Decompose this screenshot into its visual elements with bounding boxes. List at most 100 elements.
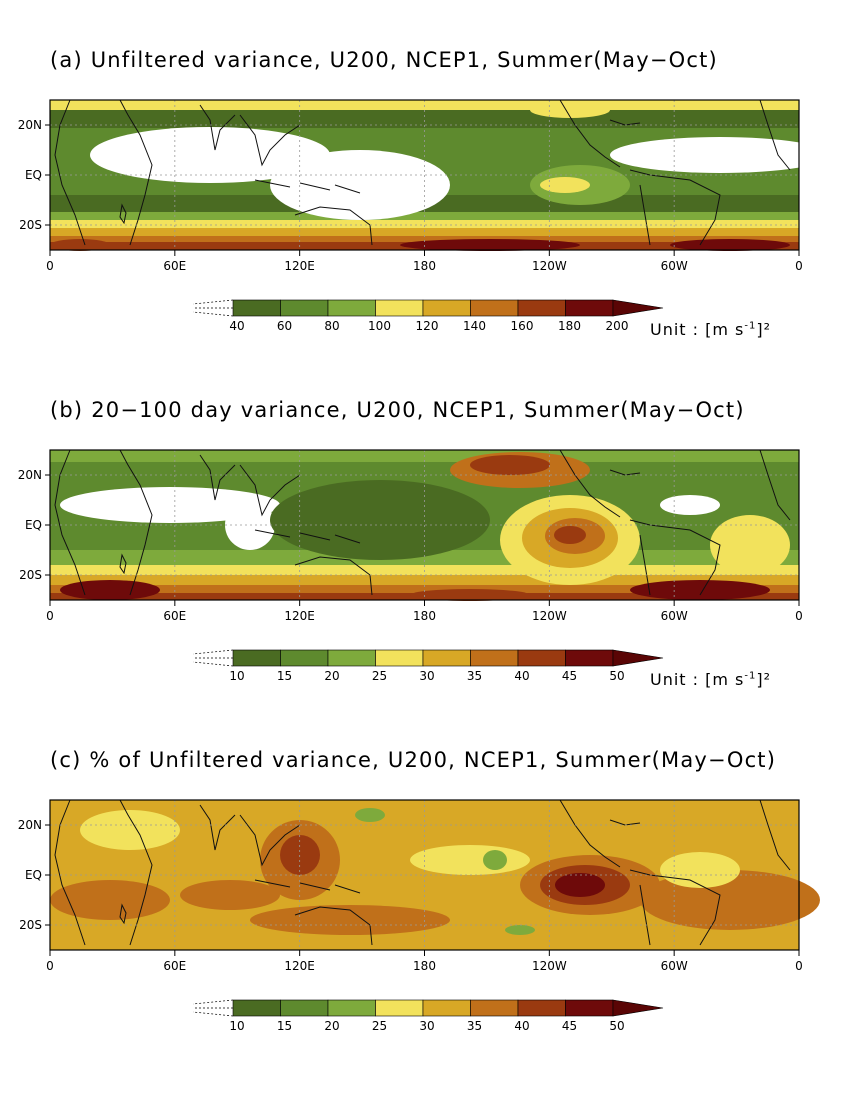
colorbar-label: 10 [229,1019,244,1033]
contour-blob [630,580,770,600]
panel-b-unit: Unit : [m s-1]² [650,670,772,689]
colorbar-swatch [232,299,281,317]
colorbar-swatch [517,299,566,317]
contour-blob [530,102,610,118]
x-tick-label: 120E [284,609,315,623]
grid-lines [50,450,799,600]
colorbar-label: 20 [324,1019,339,1033]
colorbar-arrow [612,999,664,1017]
contour-blob [670,239,790,251]
contour-blob [505,925,535,935]
colorbar-label: 180 [558,319,581,333]
coastlines [54,99,791,246]
colorbar-arrow [612,299,664,317]
contour-band [50,220,799,228]
contour-blob [50,880,170,920]
colorbar-swatch [375,999,424,1017]
contour-blob [555,873,605,897]
colorbar-dotted-end [192,999,234,1017]
colorbar-arrow [612,649,664,667]
y-tick-label: 20N [18,118,42,132]
x-tick-label: 60E [163,259,186,273]
panel-c-map: 0 60E 120E 180 120W 60W 0 20N EQ 20S 10 15 20 25 30 35 4… [18,799,820,1033]
x-tick-label: 60W [661,959,688,973]
colorbar-label: 120 [416,319,439,333]
colorbar-dotted-end [192,299,234,317]
x-tick-label: 180 [413,609,436,623]
panel-a-title: (a) Unfiltered variance, U200, NCEP1, Su… [50,48,718,72]
panel-a-unit: Unit : [m s-1]² [650,320,772,339]
colorbar-label: 10 [229,669,244,683]
panel-b-title: (b) 20−100 day variance, U200, NCEP1, Su… [50,398,745,422]
contour-blob [90,127,330,183]
x-tick-label: 60E [163,609,186,623]
colorbar-swatch [232,999,281,1017]
x-tick-label: 0 [795,959,803,973]
contour-band [50,585,799,593]
contour-blob [470,455,550,475]
x-tick-label: 120W [532,959,567,973]
colorbar-swatch [565,999,614,1017]
colorbar-label: 15 [277,669,292,683]
colorbar-label: 160 [511,319,534,333]
y-tick-label: 20S [19,218,42,232]
colorbar-swatch [422,649,471,667]
colorbar-label: 80 [324,319,339,333]
colorbar-label: 20 [324,669,339,683]
x-tick-label: 60W [661,259,688,273]
colorbar-swatch [470,649,519,667]
colorbar-swatch [517,649,566,667]
y-tick-label: EQ [25,518,42,532]
colorbar-swatch [470,999,519,1017]
grid-lines [50,100,799,250]
contour-band [50,236,799,242]
contour-blob [554,526,586,544]
x-tick-label: 0 [46,609,54,623]
contour-band [50,110,799,128]
x-tick-label: 120W [532,609,567,623]
colorbar-label: 30 [419,1019,434,1033]
y-tick-label: EQ [25,868,42,882]
contour-blob [660,852,740,888]
x-tick-label: 180 [413,259,436,273]
colorbar-swatch [375,299,424,317]
colorbar-label: 50 [609,1019,624,1033]
colorbar-label: 35 [467,1019,482,1033]
colorbar-label: 100 [368,319,391,333]
colorbar-label: 45 [562,669,577,683]
panel-b-map: 0 60E 120E 180 120W 60W 0 20N EQ 20S 10 15 20 25 30 35 4… [18,449,803,683]
contour-blob [270,480,490,560]
colorbar-swatch [470,299,519,317]
colorbar-swatch [327,299,376,317]
colorbar-label: 25 [372,669,387,683]
colorbar-label: 40 [229,319,244,333]
colorbar-label: 40 [514,1019,529,1033]
x-tick-label: 0 [795,609,803,623]
contour-blob [50,239,110,251]
x-tick-label: 180 [413,959,436,973]
colorbar-label: 45 [562,1019,577,1033]
panel-a-map: 0 60E 120E 180 120W 60W 0 20N EQ 20S 40 60 80 100 120 1… [18,99,830,333]
contour-blob [80,810,180,850]
x-tick-label: 120E [284,959,315,973]
panel-c-title: (c) % of Unfiltered variance, U200, NCEP… [50,748,777,772]
grid-lines [50,800,799,950]
contour-blob [660,495,720,515]
y-tick-label: 20N [18,468,42,482]
colorbar-label: 140 [463,319,486,333]
colorbar-swatch [422,999,471,1017]
colorbar-swatch [565,299,614,317]
colorbar-swatch [517,999,566,1017]
colorbar-swatch [280,999,329,1017]
x-tick-label: 0 [46,259,54,273]
colorbar-swatch [280,649,329,667]
colorbar-label: 50 [609,669,624,683]
colorbar-swatch [232,649,281,667]
x-tick-label: 0 [46,959,54,973]
colorbar-swatch [565,649,614,667]
colorbar-label: 35 [467,669,482,683]
contour-blob [410,589,530,601]
colorbar-label: 25 [372,1019,387,1033]
y-tick-label: EQ [25,168,42,182]
x-tick-label: 60W [661,609,688,623]
